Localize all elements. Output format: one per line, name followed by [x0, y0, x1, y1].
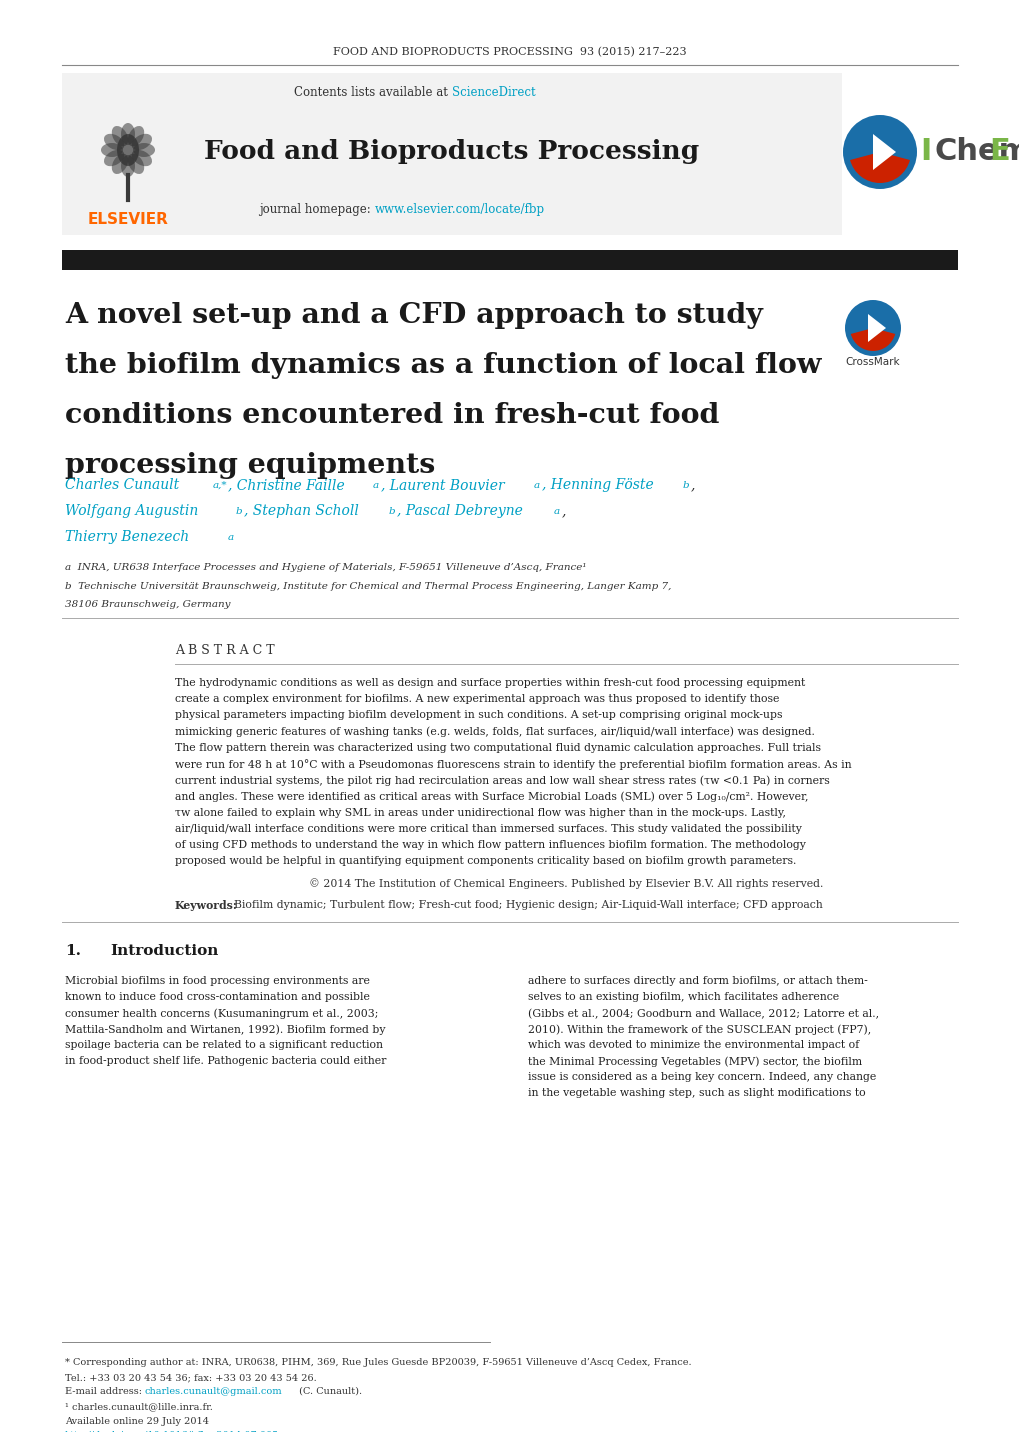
- Text: E-mail address:: E-mail address:: [65, 1388, 145, 1396]
- Text: the Minimal Processing Vegetables (MPV) sector, the biofilm: the Minimal Processing Vegetables (MPV) …: [528, 1057, 861, 1067]
- Text: , Christine Faille: , Christine Faille: [228, 478, 344, 493]
- Text: , Laurent Bouvier: , Laurent Bouvier: [381, 478, 504, 493]
- Text: A B S T R A C T: A B S T R A C T: [175, 644, 274, 657]
- Text: Chem: Chem: [934, 137, 1019, 166]
- Text: The flow pattern therein was characterized using two computational fluid dynamic: The flow pattern therein was characteriz…: [175, 743, 820, 753]
- Text: ELSEVIER: ELSEVIER: [88, 212, 168, 228]
- Ellipse shape: [132, 143, 155, 158]
- Ellipse shape: [131, 150, 152, 166]
- Text: 2010). Within the framework of the SUSCLEAN project (FP7),: 2010). Within the framework of the SUSCL…: [528, 1024, 870, 1035]
- Text: b: b: [683, 481, 689, 490]
- Text: Charles Cunault: Charles Cunault: [65, 478, 179, 493]
- Text: 1.: 1.: [65, 944, 81, 958]
- Text: physical parameters impacting biofilm development in such conditions. A set-up c: physical parameters impacting biofilm de…: [175, 710, 782, 720]
- Text: I: I: [919, 137, 930, 166]
- Text: Food and Bioproducts Processing: Food and Bioproducts Processing: [204, 139, 699, 165]
- Text: mimicking generic features of washing tanks (e.g. welds, folds, flat surfaces, a: mimicking generic features of washing ta…: [175, 726, 814, 737]
- Text: CrossMark: CrossMark: [845, 357, 900, 367]
- Text: the biofilm dynamics as a function of local flow: the biofilm dynamics as a function of lo…: [65, 352, 820, 379]
- Ellipse shape: [131, 133, 152, 150]
- Ellipse shape: [127, 126, 144, 146]
- Text: ¹ charles.cunault@lille.inra.fr.: ¹ charles.cunault@lille.inra.fr.: [65, 1402, 213, 1411]
- Text: FOOD AND BIOPRODUCTS PROCESSING  93 (2015) 217–223: FOOD AND BIOPRODUCTS PROCESSING 93 (2015…: [333, 47, 686, 57]
- Text: selves to an existing biofilm, which facilitates adherence: selves to an existing biofilm, which fac…: [528, 992, 839, 1002]
- Text: b: b: [235, 507, 243, 516]
- Text: E: E: [988, 137, 1009, 166]
- Text: a  INRA, UR638 Interface Processes and Hygiene of Materials, F-59651 Villeneuve : a INRA, UR638 Interface Processes and Hy…: [65, 563, 586, 571]
- Text: a: a: [228, 533, 234, 541]
- Text: © 2014 The Institution of Chemical Engineers. Published by Elsevier B.V. All rig: © 2014 The Institution of Chemical Engin…: [309, 878, 822, 889]
- Text: current industrial systems, the pilot rig had recirculation areas and low wall s: current industrial systems, the pilot ri…: [175, 775, 828, 786]
- Circle shape: [844, 299, 900, 357]
- Text: proposed would be helpful in quantifying equipment components criticality based : proposed would be helpful in quantifying…: [175, 856, 796, 866]
- Text: processing equipments: processing equipments: [65, 453, 435, 478]
- Text: A novel set-up and a CFD approach to study: A novel set-up and a CFD approach to stu…: [65, 302, 762, 329]
- Text: a,*: a,*: [213, 481, 227, 490]
- Text: charles.cunault@gmail.com: charles.cunault@gmail.com: [145, 1388, 282, 1396]
- FancyBboxPatch shape: [62, 251, 957, 271]
- Wedge shape: [850, 328, 895, 351]
- Text: * Corresponding author at: INRA, UR0638, PIHM, 369, Rue Jules Guesde BP20039, F-: * Corresponding author at: INRA, UR0638,…: [65, 1358, 691, 1368]
- Text: a: a: [553, 507, 559, 516]
- Text: 38106 Braunschweig, Germany: 38106 Braunschweig, Germany: [65, 600, 230, 609]
- Text: Available online 29 July 2014: Available online 29 July 2014: [65, 1418, 209, 1426]
- Text: , Pascal Debreyne: , Pascal Debreyne: [396, 504, 523, 518]
- Ellipse shape: [127, 153, 144, 175]
- Text: Tel.: +33 03 20 43 54 36; fax: +33 03 20 43 54 26.: Tel.: +33 03 20 43 54 36; fax: +33 03 20…: [65, 1373, 317, 1382]
- Text: in food-product shelf life. Pathogenic bacteria could either: in food-product shelf life. Pathogenic b…: [65, 1057, 386, 1067]
- Text: www.elsevier.com/locate/fbp: www.elsevier.com/locate/fbp: [375, 203, 544, 216]
- Ellipse shape: [104, 133, 124, 150]
- Text: (C. Cunault).: (C. Cunault).: [296, 1388, 362, 1396]
- Text: Biofilm dynamic; Turbulent flow; Fresh-cut food; Hygienic design; Air-Liquid-Wal: Biofilm dynamic; Turbulent flow; Fresh-c…: [227, 901, 822, 911]
- Text: spoilage bacteria can be related to a significant reduction: spoilage bacteria can be related to a si…: [65, 1041, 382, 1051]
- Text: The hydrodynamic conditions as well as design and surface properties within fres: The hydrodynamic conditions as well as d…: [175, 677, 804, 687]
- Ellipse shape: [121, 123, 135, 145]
- Text: a: a: [373, 481, 379, 490]
- Wedge shape: [849, 152, 909, 183]
- Text: issue is considered as a being key concern. Indeed, any change: issue is considered as a being key conce…: [528, 1073, 875, 1083]
- Ellipse shape: [112, 126, 128, 146]
- Text: Thierry Benezech: Thierry Benezech: [65, 530, 189, 544]
- Text: Mattila-Sandholm and Wirtanen, 1992). Biofilm formed by: Mattila-Sandholm and Wirtanen, 1992). Bi…: [65, 1024, 385, 1035]
- Text: and angles. These were identified as critical areas with Surface Microbial Loads: and angles. These were identified as cri…: [175, 792, 808, 802]
- Text: b  Technische Universität Braunschweig, Institute for Chemical and Thermal Proce: b Technische Universität Braunschweig, I…: [65, 581, 671, 591]
- Text: Microbial biofilms in food processing environments are: Microbial biofilms in food processing en…: [65, 977, 370, 987]
- Polygon shape: [872, 135, 895, 170]
- Circle shape: [842, 115, 916, 189]
- Ellipse shape: [121, 155, 135, 178]
- Text: of using CFD methods to understand the way in which flow pattern influences biof: of using CFD methods to understand the w…: [175, 841, 805, 851]
- Ellipse shape: [101, 143, 123, 158]
- Text: air/liquid/wall interface conditions were more critical than immersed surfaces. : air/liquid/wall interface conditions wer…: [175, 823, 801, 833]
- Text: create a complex environment for biofilms. A new experimental approach was thus : create a complex environment for biofilm…: [175, 695, 779, 705]
- Ellipse shape: [112, 153, 128, 175]
- Text: Keywords:: Keywords:: [175, 901, 237, 911]
- Text: a: a: [534, 481, 540, 490]
- Text: adhere to surfaces directly and form biofilms, or attach them-: adhere to surfaces directly and form bio…: [528, 977, 867, 987]
- Ellipse shape: [104, 150, 124, 166]
- Polygon shape: [867, 314, 886, 342]
- FancyBboxPatch shape: [62, 73, 195, 235]
- Text: (Gibbs et al., 2004; Goodburn and Wallace, 2012; Latorre et al.,: (Gibbs et al., 2004; Goodburn and Wallac…: [528, 1008, 878, 1018]
- Text: conditions encountered in fresh-cut food: conditions encountered in fresh-cut food: [65, 402, 718, 430]
- Text: , Henning Föste: , Henning Föste: [541, 478, 653, 493]
- Text: , Stephan Scholl: , Stephan Scholl: [244, 504, 359, 518]
- Text: known to induce food cross-contamination and possible: known to induce food cross-contamination…: [65, 992, 370, 1002]
- Text: were run for 48 h at 10°C with a Pseudomonas fluorescens strain to identify the : were run for 48 h at 10°C with a Pseudom…: [175, 759, 851, 770]
- Text: Contents lists available at: Contents lists available at: [294, 86, 451, 99]
- FancyBboxPatch shape: [62, 73, 841, 235]
- Text: in the vegetable washing step, such as slight modifications to: in the vegetable washing step, such as s…: [528, 1088, 865, 1098]
- Text: Introduction: Introduction: [110, 944, 218, 958]
- Text: consumer health concerns (Kusumaningrum et al., 2003;: consumer health concerns (Kusumaningrum …: [65, 1008, 378, 1020]
- Ellipse shape: [117, 135, 139, 166]
- Text: journal homepage:: journal homepage:: [259, 203, 375, 216]
- Text: ScienceDirect: ScienceDirect: [451, 86, 535, 99]
- Text: ,: ,: [690, 478, 695, 493]
- Text: ,: ,: [561, 504, 566, 518]
- Text: b: b: [388, 507, 395, 516]
- Text: Wolfgang Augustin: Wolfgang Augustin: [65, 504, 198, 518]
- Text: τw alone failed to explain why SML in areas under unidirectional flow was higher: τw alone failed to explain why SML in ar…: [175, 808, 786, 818]
- Text: which was devoted to minimize the environmental impact of: which was devoted to minimize the enviro…: [528, 1041, 858, 1051]
